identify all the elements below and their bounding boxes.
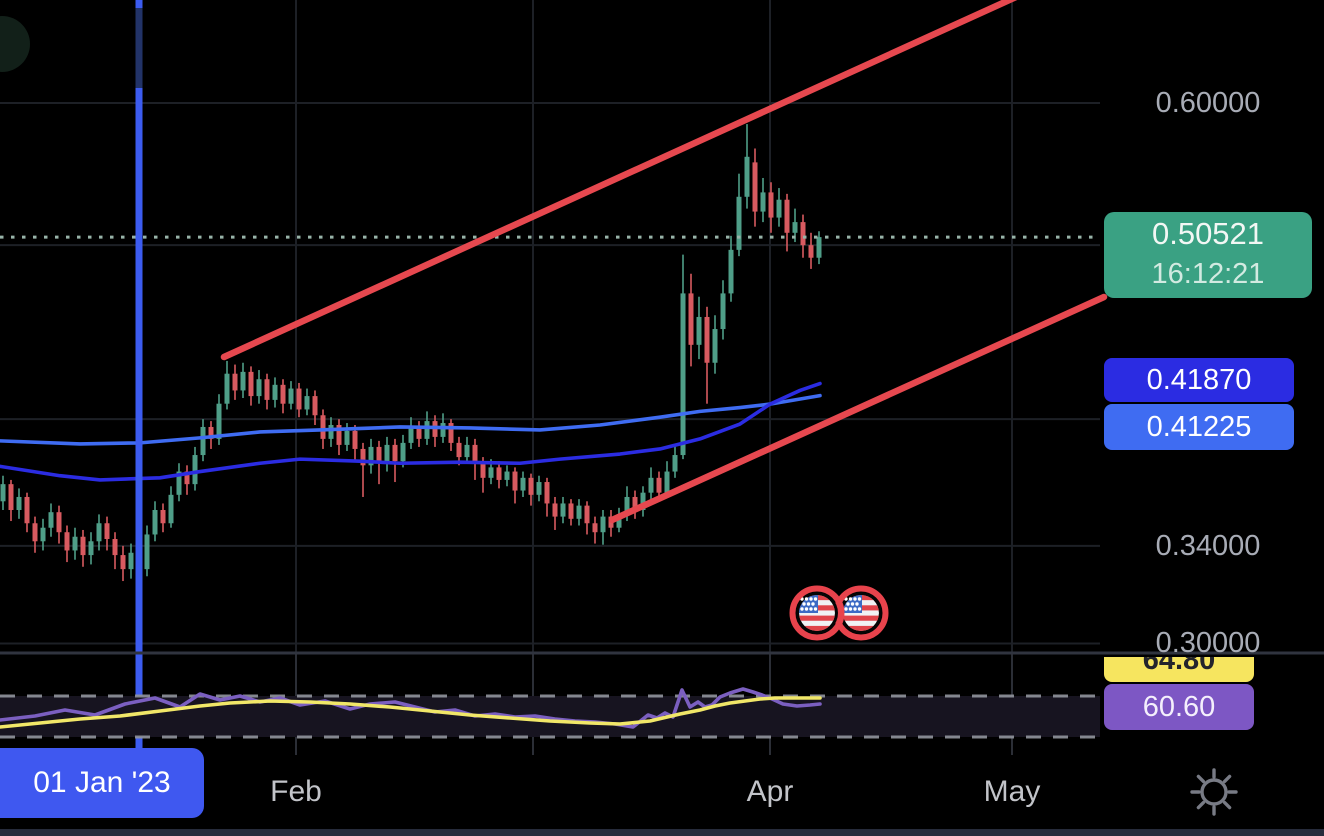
time-scale[interactable]: Feb Apr May [0, 756, 1324, 829]
last-price-value: 0.50521 [1151, 216, 1265, 251]
sun-icon [1190, 768, 1238, 816]
time-axis-label-may: May [983, 775, 1041, 808]
rsi-ma-value: 64.80 [1142, 657, 1216, 676]
time-axis-label-feb: Feb [270, 775, 322, 808]
ma-price-badge-1: 0.41870 [1104, 358, 1294, 402]
time-axis-label-apr: Apr [746, 775, 794, 808]
bottom-strip [0, 829, 1324, 836]
ma-price-badge-2: 0.41225 [1104, 404, 1294, 450]
us-flag-event-icon[interactable] [833, 585, 889, 641]
chart-settings-button[interactable] [1190, 768, 1238, 816]
vertical-line-date-badge[interactable]: 01 Jan '23 [0, 748, 204, 818]
price-axis-label: 0.60000 [1155, 87, 1261, 119]
countdown-timer: 16:12:21 [1151, 258, 1265, 290]
price-axis-label: 0.34000 [1155, 530, 1261, 562]
rsi-ma-badge: 64.80 [1104, 657, 1254, 682]
price-axis-label: 0.30000 [1155, 627, 1261, 659]
rsi-badge: 60.60 [1104, 684, 1254, 730]
us-flag-event-icon[interactable] [789, 585, 845, 641]
last-price-badge: 0.50521 16:12:21 [1104, 212, 1312, 298]
